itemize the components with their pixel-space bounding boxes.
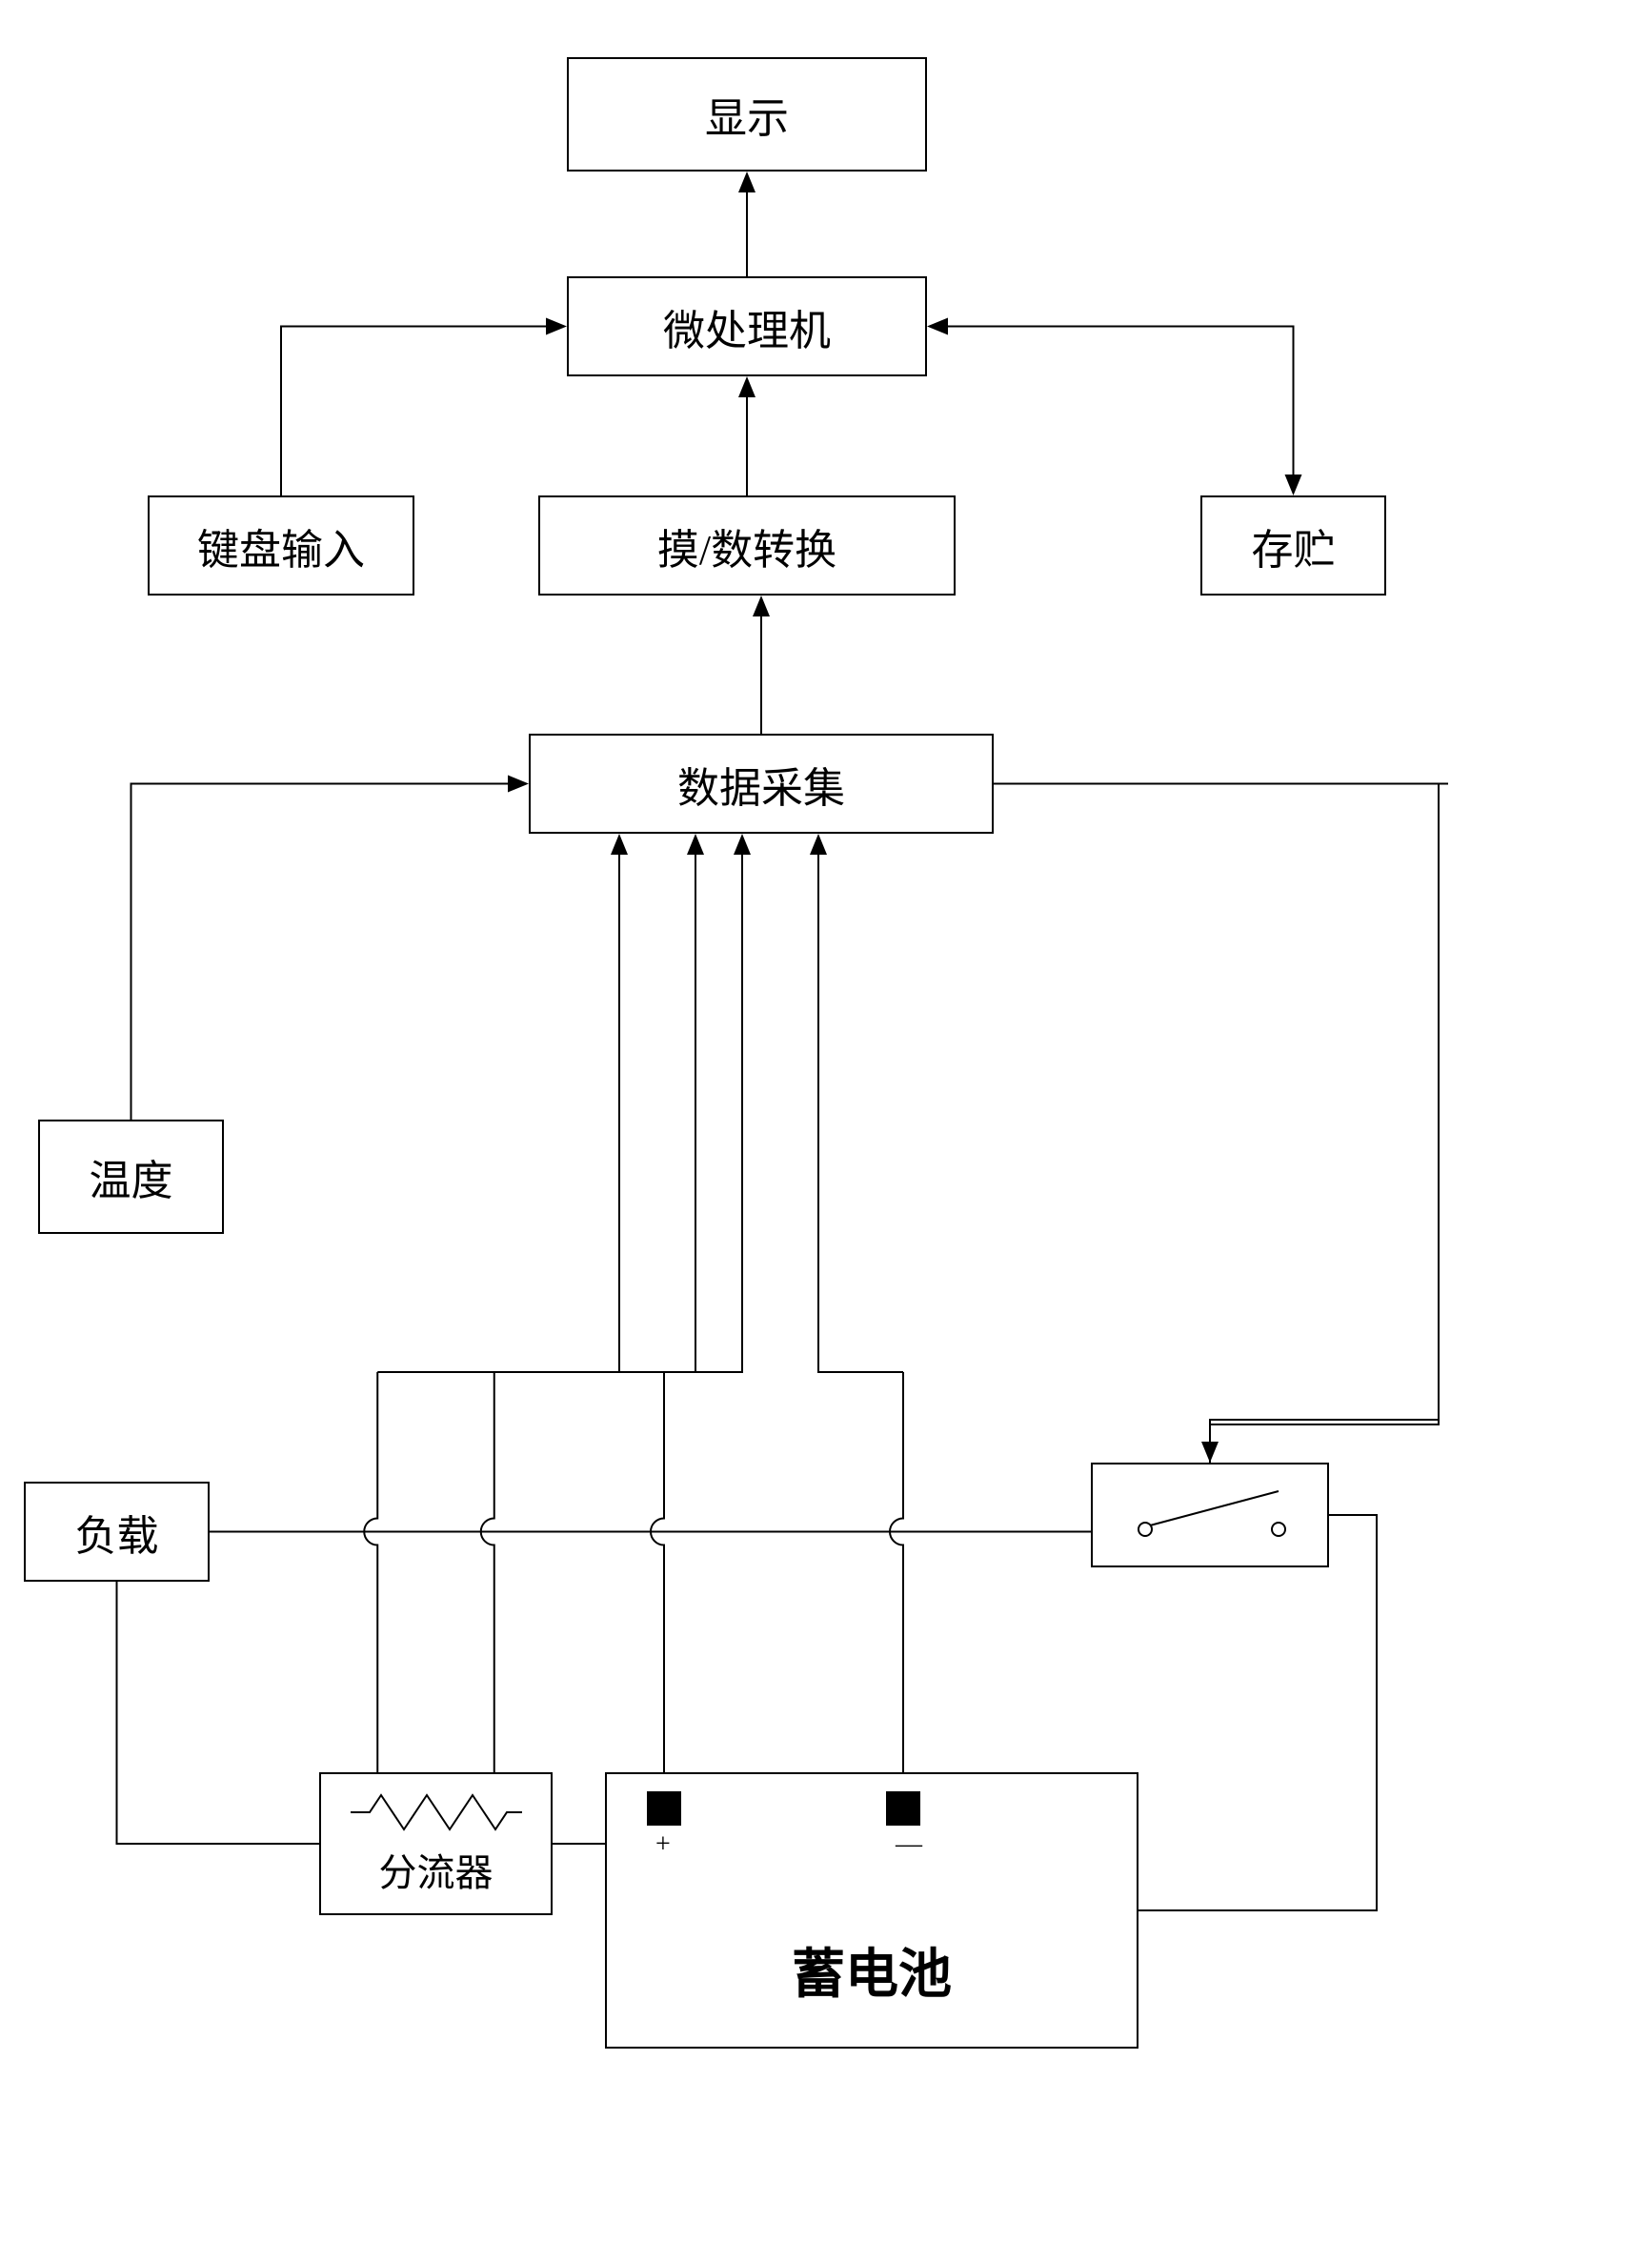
battery-terminals bbox=[605, 1772, 1138, 1887]
edge-batP-v bbox=[651, 1372, 664, 1772]
node-adc: 摸/数转换 bbox=[538, 495, 956, 596]
label-temperature: 温度 bbox=[90, 1146, 173, 1207]
edge-batP-h bbox=[664, 855, 742, 1372]
arrow-keyboard-mpu bbox=[546, 318, 567, 335]
node-shunt: 分流器 bbox=[319, 1772, 553, 1915]
node-microprocessor: 微处理机 bbox=[567, 276, 927, 376]
arrow-temp-acq bbox=[508, 776, 529, 793]
edge-shuntR-h bbox=[494, 855, 695, 1372]
arrow-acq-adc bbox=[753, 596, 770, 616]
edge-shuntR-v bbox=[481, 1372, 494, 1772]
edge-mpu-storage bbox=[948, 327, 1294, 475]
diagram-root: 显示 微处理机 键盘输入 摸/数转换 存贮 数据采集 温度 负载 分流器 蓄电池 bbox=[0, 0, 1652, 2242]
label-load: 负载 bbox=[75, 1502, 159, 1563]
arrow-batM bbox=[810, 834, 827, 855]
battery-plus-label: + bbox=[655, 1829, 671, 1860]
arrow-acq-switch bbox=[1201, 1442, 1219, 1463]
label-display: 显示 bbox=[705, 84, 789, 145]
node-load: 负载 bbox=[24, 1482, 210, 1582]
edge-batM-v bbox=[890, 1372, 903, 1772]
node-acquisition: 数据采集 bbox=[529, 734, 994, 834]
battery-minus-label: — bbox=[896, 1829, 922, 1860]
arrow-mpu-storage bbox=[1285, 475, 1302, 495]
label-battery: 蓄电池 bbox=[792, 1931, 952, 2009]
node-storage: 存贮 bbox=[1200, 495, 1386, 596]
resistor-icon bbox=[351, 1790, 522, 1834]
arrow-batP bbox=[734, 834, 751, 855]
arrow-shuntR bbox=[687, 834, 704, 855]
node-temperature: 温度 bbox=[38, 1120, 224, 1234]
edge-switch-battery bbox=[1138, 1515, 1377, 1910]
label-acquisition: 数据采集 bbox=[677, 754, 845, 815]
edge-acq-switch bbox=[994, 784, 1439, 1464]
arrow-shuntL bbox=[611, 834, 628, 855]
edge-keyboard-mpu bbox=[281, 327, 546, 496]
label-microprocessor: 微处理机 bbox=[663, 296, 831, 357]
edge-acq-switch-alt bbox=[994, 784, 1439, 1443]
label-adc: 摸/数转换 bbox=[657, 515, 836, 576]
arrow-mpu-display bbox=[738, 172, 755, 192]
edge-shuntL-v bbox=[364, 1372, 377, 1772]
edge-load-shunt bbox=[117, 1582, 320, 1844]
switch-icon bbox=[1093, 1463, 1327, 1567]
label-keyboard: 键盘输入 bbox=[197, 515, 365, 576]
arrow-storage-mpu bbox=[927, 318, 948, 335]
node-switch bbox=[1091, 1463, 1329, 1567]
edge-temp-acq bbox=[131, 784, 509, 1121]
label-shunt: 分流器 bbox=[379, 1842, 494, 1897]
label-storage: 存贮 bbox=[1252, 515, 1336, 576]
edge-shuntL-h bbox=[377, 855, 619, 1372]
node-display: 显示 bbox=[567, 57, 927, 172]
node-keyboard: 键盘输入 bbox=[148, 495, 414, 596]
arrow-adc-mpu bbox=[738, 376, 755, 397]
edge-batM-h bbox=[818, 855, 903, 1372]
